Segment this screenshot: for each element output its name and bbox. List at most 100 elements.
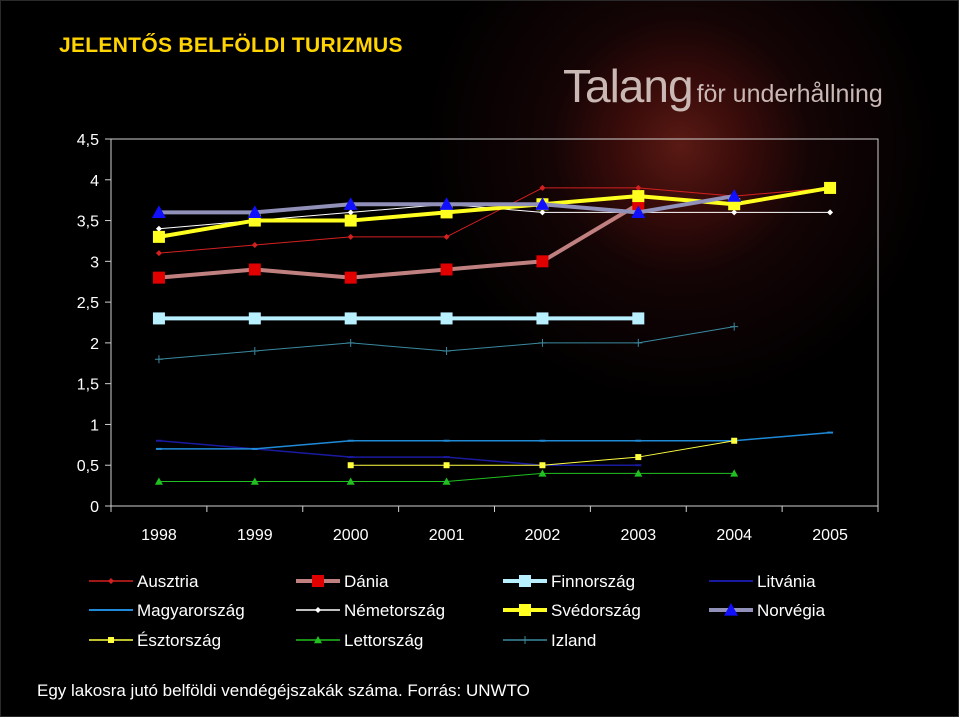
- data-point-finnorszag: [152, 312, 165, 325]
- x-tick-label: 2003: [621, 527, 657, 544]
- legend-item-ausztria: Ausztria: [89, 572, 199, 591]
- data-point-lettorszag: [634, 469, 643, 477]
- legend-swatch-marker: [519, 575, 531, 587]
- y-tick-label: 1,5: [77, 377, 99, 394]
- series-line-litvania: [158, 440, 639, 466]
- legend-item-finnorszag: Finnország: [503, 572, 635, 591]
- legend-label: Magyarország: [137, 601, 245, 620]
- data-point-lettorszag: [730, 469, 739, 477]
- data-point-ausztria: [251, 242, 258, 249]
- data-point-izland: [442, 347, 451, 356]
- data-point-norvegia: [535, 197, 550, 210]
- data-point-izland: [730, 322, 739, 331]
- slide-title: JELENTŐS BELFÖLDI TURIZMUS: [59, 34, 403, 57]
- series-line-dania: [158, 202, 640, 280]
- data-point-lettorszag: [250, 477, 259, 485]
- data-point-nemetorszag: [155, 225, 162, 232]
- data-point-ausztria: [443, 233, 450, 240]
- data-point-norvegia: [439, 197, 454, 210]
- data-point-dania: [536, 255, 549, 268]
- legend-swatch-marker: [108, 637, 114, 643]
- series-izland: [154, 322, 739, 364]
- data-point-norvegia: [247, 205, 262, 218]
- data-point-norvegia: [343, 197, 358, 210]
- y-tick-label: 3,5: [77, 214, 99, 231]
- data-point-ausztria: [539, 184, 546, 191]
- data-point-svedorszag: [344, 214, 357, 227]
- series-line-ausztria: [158, 187, 831, 254]
- x-tick-label: 2005: [812, 527, 848, 544]
- data-point-nemetorszag: [731, 209, 738, 216]
- data-point-lettorszag: [538, 469, 547, 477]
- data-point-izland: [634, 338, 643, 347]
- legend-label: Litvánia: [757, 572, 816, 591]
- legend-swatch-marker: [108, 578, 114, 584]
- brand-logo: Talang för underhållning: [563, 59, 883, 113]
- legend-item-svedorszag: Svédország: [503, 601, 641, 620]
- x-tick-label: 2001: [429, 527, 465, 544]
- series-finnorszag: [152, 312, 645, 325]
- data-point-dania: [152, 271, 165, 284]
- data-point-dania: [248, 263, 261, 276]
- series-esztorszag: [347, 437, 738, 469]
- brand-logo-sub: för underhållning: [696, 80, 883, 108]
- series-norvegia: [151, 189, 742, 218]
- data-point-izland: [346, 338, 355, 347]
- data-point-dania: [440, 263, 453, 276]
- data-point-norvegia: [631, 205, 646, 218]
- y-tick-label: 1: [90, 417, 99, 434]
- data-point-finnorszag: [536, 312, 549, 325]
- data-point-norvegia: [727, 189, 742, 202]
- data-point-esztorszag: [539, 462, 546, 469]
- x-tick-label: 2002: [525, 527, 561, 544]
- legend-swatch-marker: [314, 636, 322, 644]
- series-line-svedorszag: [158, 185, 831, 239]
- legend-label: Izland: [551, 631, 596, 650]
- legend-item-nemetorszag: Németország: [296, 601, 445, 620]
- data-point-esztorszag: [731, 437, 738, 444]
- data-point-lettorszag: [442, 477, 451, 485]
- data-point-finnorszag: [440, 312, 453, 325]
- legend-label: Észtország: [137, 631, 221, 650]
- legend-label: Lettország: [344, 631, 423, 650]
- data-point-dania: [344, 271, 357, 284]
- y-tick-label: 4,5: [77, 132, 99, 149]
- y-tick-label: 0,5: [77, 458, 99, 475]
- legend-label: Finnország: [551, 572, 635, 591]
- legend-swatch-marker: [521, 636, 529, 644]
- y-tick-label: 3: [90, 254, 99, 271]
- data-point-ausztria: [635, 184, 642, 191]
- x-tick-label: 1998: [141, 527, 177, 544]
- data-point-esztorszag: [443, 462, 450, 469]
- x-tick-label: 2004: [716, 527, 752, 544]
- brand-logo-main: Talang: [563, 60, 694, 112]
- series-litvania: [155, 439, 642, 467]
- data-point-lettorszag: [346, 477, 355, 485]
- y-tick-label: 2: [90, 336, 99, 353]
- legend-item-magyarorszag: Magyarország: [89, 601, 245, 620]
- data-point-izland: [154, 355, 163, 364]
- legend-label: Ausztria: [137, 572, 199, 591]
- data-point-finnorszag: [248, 312, 261, 325]
- data-point-esztorszag: [347, 462, 354, 469]
- data-point-svedorszag: [632, 190, 645, 203]
- data-point-finnorszag: [632, 312, 645, 325]
- legend-swatch-marker: [312, 575, 324, 587]
- series-dania: [152, 198, 645, 284]
- data-point-nemetorszag: [347, 209, 354, 216]
- legend-swatch-marker: [724, 603, 738, 616]
- data-point-nemetorszag: [827, 209, 834, 216]
- data-point-ausztria: [347, 233, 354, 240]
- legend-item-litvania: Litvánia: [709, 572, 816, 591]
- legend-item-lettorszag: Lettország: [296, 631, 423, 650]
- legend-item-esztorszag: Észtország: [89, 631, 221, 650]
- data-point-lettorszag: [154, 477, 163, 485]
- y-tick-label: 0: [90, 499, 99, 516]
- series-line-magyarorszag: [158, 431, 831, 450]
- data-point-svedorszag: [824, 181, 837, 194]
- series-line-esztorszag: [350, 440, 735, 466]
- legend-label: Dánia: [344, 572, 389, 591]
- series-lettorszag: [154, 469, 739, 485]
- legend-label: Norvégia: [757, 601, 826, 620]
- x-tick-label: 2000: [333, 527, 369, 544]
